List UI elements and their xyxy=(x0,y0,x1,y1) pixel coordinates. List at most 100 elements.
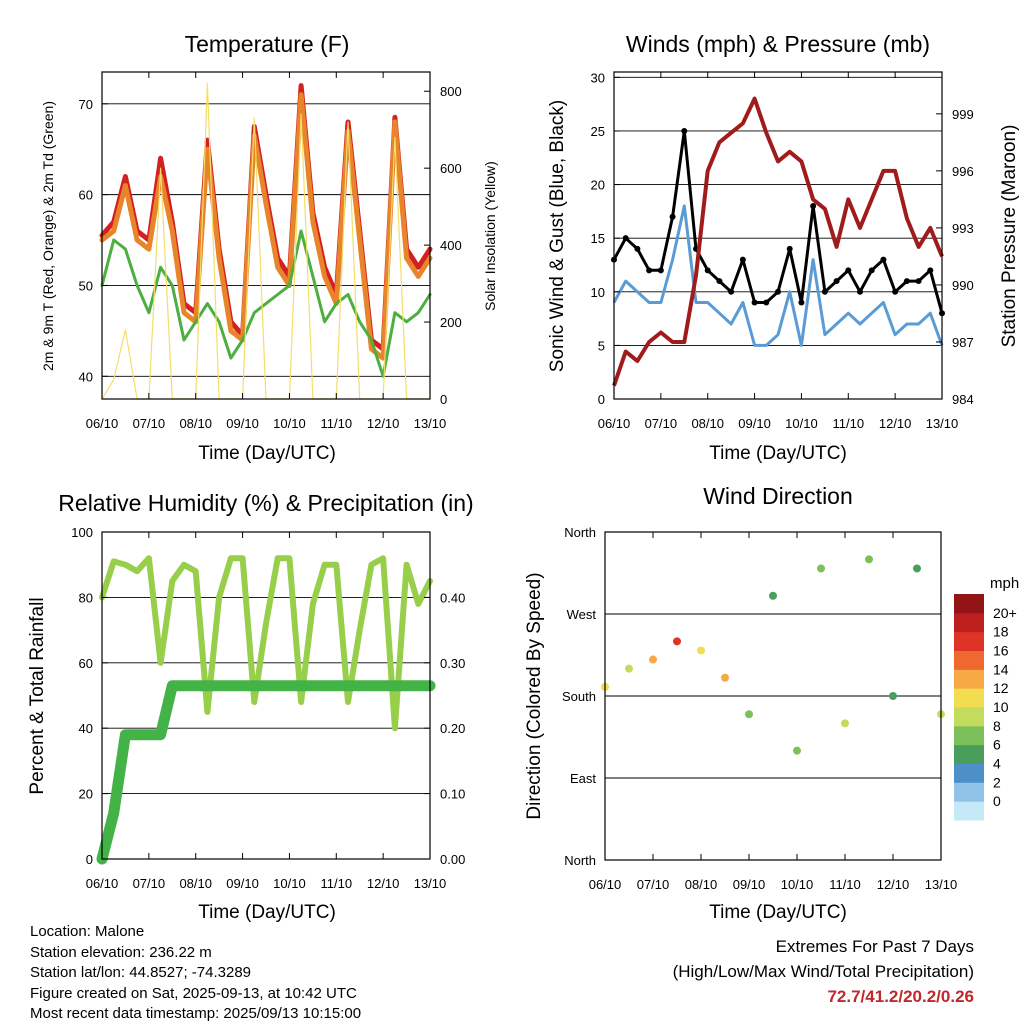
gust-point xyxy=(821,288,828,295)
wind-line xyxy=(612,204,944,347)
direction-point xyxy=(793,746,801,755)
humidity-x-tick-label: 06/10 xyxy=(86,876,119,891)
wind-direction-series xyxy=(601,555,945,755)
gust-point xyxy=(915,278,922,285)
colorbar-swatch xyxy=(954,744,984,764)
pressure-y2-tick-label: 999 xyxy=(952,107,974,122)
winds-y-tick-label: 25 xyxy=(591,124,605,139)
station-latlon: Station lat/lon: 44.8527; -74.3289 xyxy=(30,964,252,981)
precip-y2-tick-label: 0.20 xyxy=(440,721,465,736)
temperature-series xyxy=(99,82,433,400)
direction-point xyxy=(913,564,921,573)
gust-point xyxy=(634,245,641,252)
gust-point xyxy=(927,267,934,274)
extremes-title: Extremes For Past 7 Days xyxy=(775,937,974,956)
gust-point xyxy=(798,299,805,306)
solar-y2-tick-label: 400 xyxy=(440,238,462,253)
wind-direction-x-tick-label: 10/10 xyxy=(781,877,814,892)
colorbar-label: 4 xyxy=(993,756,1001,772)
direction-point xyxy=(889,692,897,700)
gust-point xyxy=(903,278,910,285)
humidity-y-label: Percent & Total Rainfall xyxy=(27,597,48,794)
direction-point xyxy=(841,719,849,728)
temperature-ticks: 40 50 60 70 0 200 400 600 800 06/10 07/10 08/10 09/1… xyxy=(79,72,462,431)
precip-y2-tick-label: 0.10 xyxy=(440,787,465,802)
winds-y-label: Sonic Wind & Gust (Blue, Black) xyxy=(547,100,568,372)
winds-x-tick-label: 09/10 xyxy=(738,416,771,431)
precip-y2-tick-label: 0.00 xyxy=(440,852,465,867)
winds-grid xyxy=(614,76,942,400)
direction-point xyxy=(625,664,633,673)
gust-point xyxy=(763,299,770,306)
extremes-values: 72.7/41.2/20.2/0.26 xyxy=(827,987,974,1006)
colorbar-swatch xyxy=(954,801,984,821)
wind-direction-x-tick-label: 07/10 xyxy=(637,877,670,892)
colorbar-label: 12 xyxy=(993,680,1009,696)
temperature-x-tick-label: 11/10 xyxy=(320,416,352,431)
gust-point xyxy=(880,256,887,263)
pressure-y2-tick-label: 993 xyxy=(952,221,974,236)
wind-direction-title: Wind Direction xyxy=(703,483,853,509)
temperature-x-tick-label: 06/10 xyxy=(86,416,119,431)
colorbar-label: 20+ xyxy=(993,605,1017,621)
station-elevation: Station elevation: 236.22 m xyxy=(30,943,212,961)
humidity-ticks: 0 20 40 60 80 100 0.00 0.10 0.20 0.30 0.40 06/10 07/… xyxy=(71,525,465,891)
solar-y2-tick-label: 800 xyxy=(440,84,462,99)
humidity-y-tick-label: 0 xyxy=(86,852,93,867)
winds-x-tick-label: 12/10 xyxy=(879,416,912,431)
humidity-y-tick-label: 20 xyxy=(79,787,93,802)
gust-point xyxy=(739,256,746,263)
direction-point xyxy=(721,673,729,682)
winds-plot-frame xyxy=(613,71,943,400)
colorbar-label: 10 xyxy=(993,699,1009,715)
humidity-x-tick-label: 10/10 xyxy=(273,876,306,891)
winds-y-tick-label: 10 xyxy=(591,285,605,300)
gust-point xyxy=(657,267,664,274)
pressure-y2-label: Station Pressure (Maroon) xyxy=(999,125,1020,348)
winds-x-tick-label: 08/10 xyxy=(691,416,724,431)
humidity-x-tick-label: 09/10 xyxy=(226,876,259,891)
wind-direction-y-tick-label: South xyxy=(562,689,596,704)
temperature-y-tick-label: 40 xyxy=(79,369,93,384)
pressure-y2-tick-label: 990 xyxy=(952,278,974,293)
humidity-x-tick-label: 13/10 xyxy=(414,876,447,891)
gust-point xyxy=(646,267,653,274)
humidity-title: Relative Humidity (%) & Precipitation (i… xyxy=(58,490,473,516)
temperature-x-tick-label: 07/10 xyxy=(133,416,166,431)
humidity-series xyxy=(96,555,436,865)
wind-direction-x-tick-label: 08/10 xyxy=(685,877,718,892)
winds-series xyxy=(611,96,945,387)
humidity-x-tick-label: 07/10 xyxy=(133,876,166,891)
colorbar-label: 8 xyxy=(993,718,1001,734)
solar-y2-tick-label: 0 xyxy=(440,392,447,407)
colorbar-swatch xyxy=(954,763,984,783)
temperature-x-tick-label: 08/10 xyxy=(179,416,212,431)
colorbar-swatch xyxy=(954,725,984,746)
gust-point xyxy=(845,267,852,274)
temperature-y-tick-label: 60 xyxy=(79,188,93,203)
winds-y-tick-label: 15 xyxy=(591,231,605,246)
humidity-y-tick-label: 40 xyxy=(79,721,93,736)
wind-direction-y-tick-label: North xyxy=(564,525,596,540)
winds-x-tick-label: 10/10 xyxy=(785,416,818,431)
temperature-x-tick-label: 12/10 xyxy=(367,416,400,431)
colorbar-swatch xyxy=(954,631,984,651)
humidity-x-tick-label: 12/10 xyxy=(367,876,400,891)
direction-point xyxy=(649,655,657,664)
speed-colorbar: 0 2 4 6 8 10 12 14 16 18 20+ xyxy=(954,594,1017,821)
temperature-x-tick-label: 09/10 xyxy=(226,416,259,431)
winds-y-tick-label: 5 xyxy=(598,338,605,353)
dew-line xyxy=(100,229,432,378)
colorbar-label: 2 xyxy=(993,774,1001,790)
data-timestamp: Most recent data timestamp: 2025/09/13 1… xyxy=(30,1005,362,1022)
humidity-panel: Relative Humidity (%) & Precipitation (i… xyxy=(27,490,474,923)
humidity-x-tick-label: 11/10 xyxy=(320,876,352,891)
winds-ticks: 0 5 10 15 20 25 30 984 987 990 993 996 999 06/10 07/10… xyxy=(591,70,974,431)
gust-point xyxy=(775,288,781,295)
temperature-title: Temperature (F) xyxy=(185,31,350,57)
gust-point xyxy=(810,203,817,210)
colorbar-label: 14 xyxy=(993,661,1009,677)
temperature-y-label: 2m & 9m T (Red, Orange) & 2m Td (Green) xyxy=(40,101,56,371)
temperature-plot-frame xyxy=(101,71,431,400)
